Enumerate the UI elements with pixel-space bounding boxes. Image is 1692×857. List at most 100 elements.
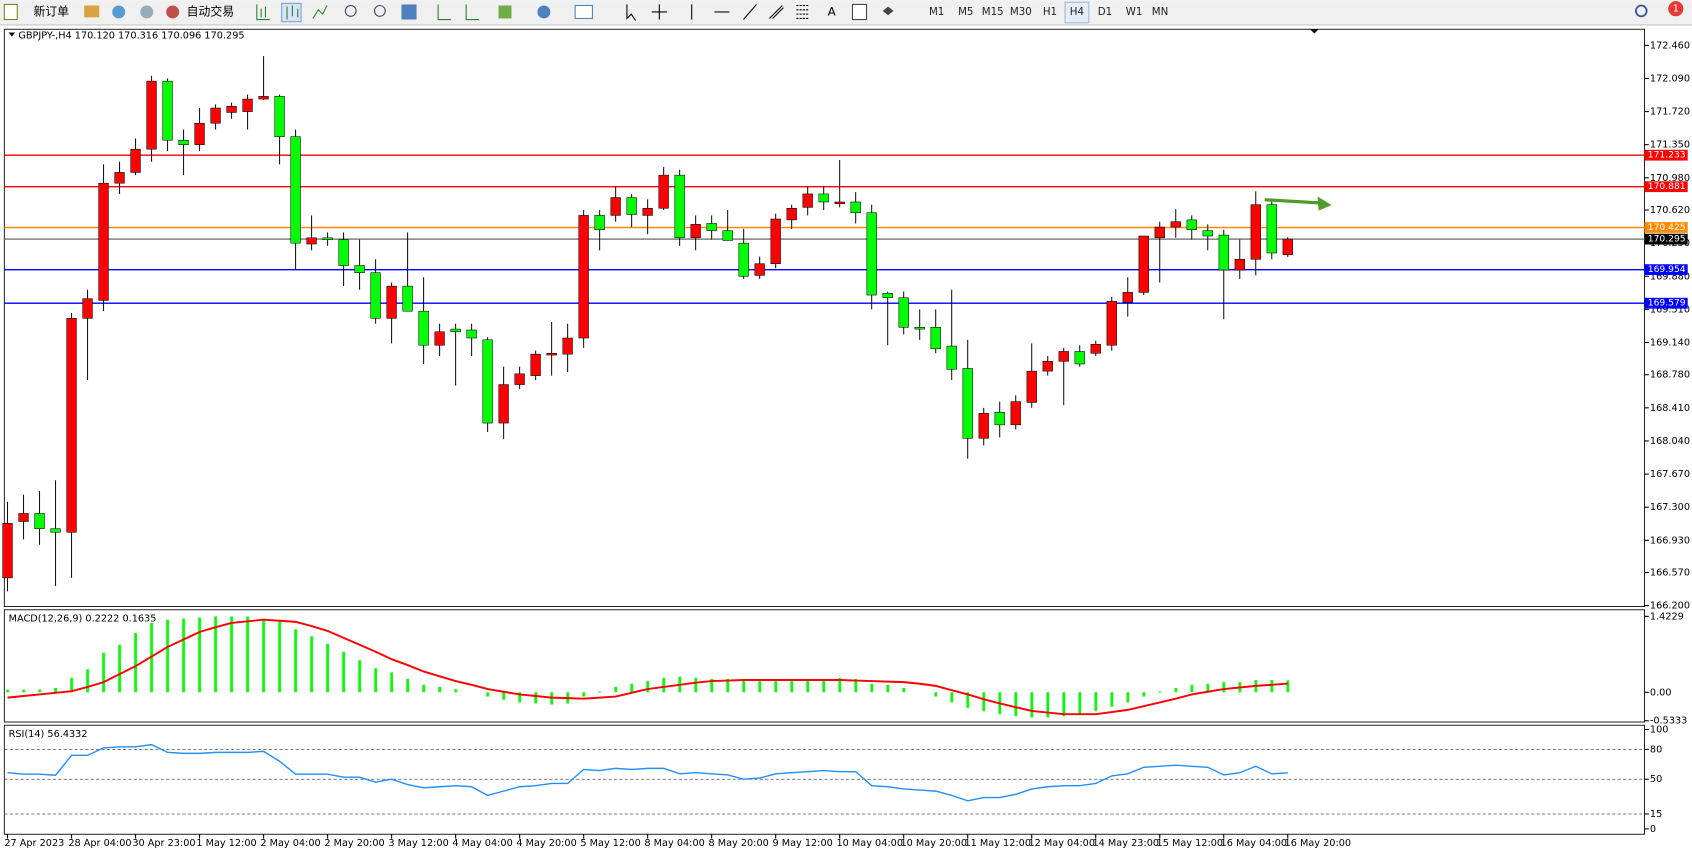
zoom-in-icon[interactable] (344, 4, 357, 17)
candle-body (290, 136, 301, 244)
macd-title: MACD(12,26,9) 0.2222 0.1635 (9, 613, 157, 624)
timeframe-button[interactable]: M30 (1010, 6, 1032, 18)
x-tick-label: 30 Apr 23:00 (132, 838, 195, 849)
price-level-tag (1644, 264, 1688, 276)
candle-body (1042, 361, 1053, 372)
timeframe-button[interactable]: H4 (1070, 6, 1084, 18)
candle-body (1074, 351, 1085, 365)
candle-body (786, 207, 797, 221)
zoom-out-icon[interactable] (373, 4, 386, 17)
y-tick-label: 170.980 (1650, 173, 1690, 184)
y-tick-label: 167.300 (1650, 502, 1690, 513)
timeframe-button[interactable]: M1 (929, 6, 944, 18)
rsi-panel (3, 724, 1645, 835)
x-tick-label: 14 May 23:00 (1093, 838, 1160, 849)
y-tick-label: 169.880 (1650, 271, 1690, 282)
timeframe-button[interactable]: MN (1152, 6, 1169, 18)
candle-body (1186, 219, 1197, 231)
x-tick-label: 3 May 12:00 (388, 838, 448, 849)
timeframe-button[interactable]: W1 (1126, 6, 1143, 18)
navigator-icon[interactable] (112, 5, 126, 19)
fibo-icon[interactable] (796, 4, 810, 19)
y-tick-label: 168.780 (1650, 370, 1690, 381)
candle-body (594, 215, 605, 231)
candle-body (322, 237, 333, 240)
candle-body (1202, 230, 1213, 237)
candle-body (466, 329, 477, 339)
x-tick-label: 11 May 12:00 (964, 838, 1031, 849)
candle-body (354, 265, 365, 273)
candle-body (162, 80, 173, 141)
candle-body (194, 122, 205, 145)
candle-body (338, 239, 349, 266)
price-level-label: 170.881 (1648, 181, 1686, 192)
y-tick-label: 170.620 (1650, 205, 1690, 216)
timeframe-button[interactable]: M5 (958, 6, 973, 18)
periods-icon[interactable] (537, 5, 551, 19)
candle-body (850, 201, 861, 213)
tile-icon[interactable] (401, 4, 417, 20)
auto-trading-label[interactable]: 自动交易 (187, 4, 234, 18)
candle-body (738, 242, 749, 277)
candle-body (962, 368, 973, 439)
text-tool[interactable]: A (828, 4, 837, 18)
cursor-icon[interactable] (626, 4, 637, 21)
indicators-icon[interactable] (498, 5, 512, 19)
timeframe-button[interactable]: M15 (982, 6, 1004, 18)
x-tick-label: 5 May 12:00 (580, 838, 640, 849)
y-tick-label: 166.930 (1650, 535, 1690, 546)
price-level-label: 169.954 (1648, 264, 1686, 275)
candle-body (1218, 234, 1229, 271)
candle-body (98, 182, 109, 301)
y-tick-label: -0.5333 (1650, 716, 1687, 727)
crosshair-icon[interactable] (651, 4, 667, 20)
candle-body (754, 263, 765, 276)
candle-body (306, 237, 317, 245)
autoscroll-icon[interactable] (465, 4, 480, 21)
price-level-label: 170.425 (1648, 222, 1686, 233)
candle-body (978, 412, 989, 439)
y-tick-label: 171.350 (1650, 140, 1690, 151)
candle-body (530, 353, 541, 376)
auto-trading-icon[interactable] (166, 5, 180, 19)
market-watch-icon[interactable] (84, 5, 100, 18)
timeframe-button[interactable]: D1 (1098, 6, 1112, 18)
x-tick-label: 2 May 04:00 (260, 838, 320, 849)
toolbar-buttons: 新订单 自动交易 A (3, 2, 894, 23)
signals-icon[interactable] (140, 5, 154, 19)
rsi-line (7, 743, 1288, 802)
x-tick-label: 8 May 04:00 (644, 838, 704, 849)
candle-body (1106, 301, 1117, 346)
candle-body (690, 224, 701, 239)
candle-body (562, 337, 573, 355)
x-tick-label: 12 May 04:00 (1028, 838, 1095, 849)
candle-body (386, 285, 397, 319)
line-chart-icon[interactable] (312, 5, 328, 19)
price-level-label: 171.233 (1648, 150, 1686, 161)
channel-icon[interactable] (769, 5, 784, 19)
candle-body (34, 513, 45, 529)
candle-body (802, 193, 813, 208)
search-icon[interactable] (1635, 4, 1648, 18)
new-order-label[interactable]: 新订单 (33, 4, 69, 18)
candle-body (1170, 221, 1181, 228)
bar-chart-icon[interactable] (256, 4, 270, 21)
x-tick-label: 16 May 04:00 (1221, 838, 1288, 849)
symbol-marker (8, 32, 16, 37)
shift-icon[interactable] (437, 4, 452, 21)
label-tool[interactable] (851, 3, 868, 21)
trendline-icon[interactable] (743, 4, 757, 20)
timeframe-button[interactable]: H1 (1043, 6, 1057, 18)
candle-body (642, 207, 653, 216)
new-order-icon[interactable] (3, 3, 18, 21)
candle-body (50, 528, 61, 533)
candle-body (866, 212, 877, 296)
x-tick-label: 2 May 20:00 (324, 838, 384, 849)
templates-icon[interactable] (574, 4, 593, 19)
notification-badge[interactable] (1668, 1, 1684, 17)
x-tick-label: 4 May 04:00 (452, 838, 512, 849)
candle-body (130, 148, 141, 173)
x-tick-label: 9 May 12:00 (772, 838, 832, 849)
